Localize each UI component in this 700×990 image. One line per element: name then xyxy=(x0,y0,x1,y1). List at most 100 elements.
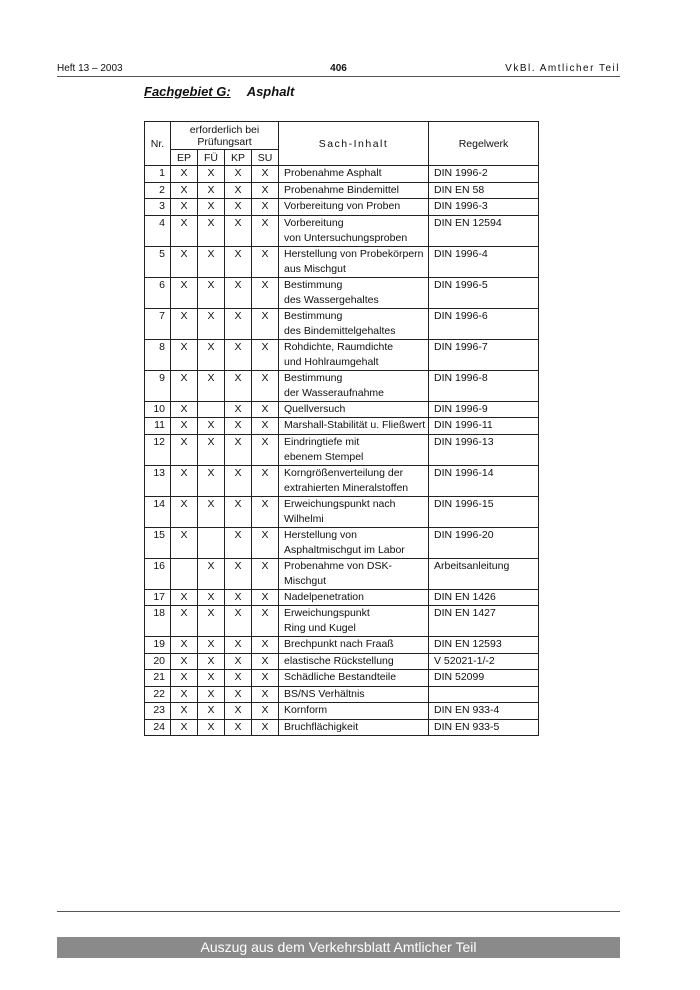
table-row: 6 X X X X Bestimmung des Wassergehaltes DIN 199… xyxy=(144,276,539,309)
cell-kp: X xyxy=(224,433,252,466)
cell-ep: X xyxy=(170,400,198,418)
cell-sach-inhalt: Bruchflächigkeit xyxy=(278,718,429,736)
sach-inhalt-line: Korngrößenverteilung der xyxy=(284,466,404,479)
cell-ep: X xyxy=(170,652,198,670)
table-row: 3 X X X X Vorbereitung von Proben DIN 1996-3 xyxy=(144,198,539,216)
cell-kp: X xyxy=(224,417,252,435)
table-row: 23 X X X X Kornform DIN EN 933-4 xyxy=(144,702,539,720)
cell-kp: X xyxy=(224,669,252,687)
cell-ep: X xyxy=(170,214,198,247)
cell-ep: X xyxy=(170,307,198,340)
cell-su: X xyxy=(251,307,279,340)
cell-ep: X xyxy=(170,338,198,371)
cell-ep: X xyxy=(170,526,198,559)
sach-inhalt-line: Brechpunkt nach Fraaß xyxy=(284,638,394,650)
cell-nr: 18 xyxy=(144,605,171,637)
cell-kp: X xyxy=(224,307,252,340)
sach-inhalt-line: der Wasseraufnahme xyxy=(284,386,384,399)
table-row: 5 X X X X Herstellung von Probekörpern aus Mis… xyxy=(144,245,539,278)
cell-su: X xyxy=(251,245,279,278)
table-row: 2 X X X X Probenahme Bindemittel DIN EN 58 xyxy=(144,181,539,199)
sach-inhalt-line: Probenahme von DSK-Mischgut xyxy=(284,559,392,587)
cell-nr: 16 xyxy=(144,557,171,590)
sach-inhalt-line: Bestimmung xyxy=(284,309,343,322)
cell-regelwerk: DIN EN 933-4 xyxy=(428,702,539,720)
cell-regelwerk: Arbeitsanleitung xyxy=(428,557,539,590)
table-row: 8 X X X X Rohdichte, Raumdichte und Hohlraumge… xyxy=(144,338,539,371)
cell-fu: X xyxy=(197,702,225,720)
cell-ep: X xyxy=(170,718,198,736)
cell-regelwerk: DIN 1996-20 xyxy=(428,526,539,559)
cell-regelwerk: DIN 1996-15 xyxy=(428,495,539,528)
cell-kp: X xyxy=(224,495,252,528)
cell-ep: X xyxy=(170,685,198,703)
cell-nr: 3 xyxy=(144,198,171,216)
header-kp: KP xyxy=(224,149,252,166)
cell-fu: X xyxy=(197,669,225,687)
test-table: Nr. erforderlich bei Prüfungsart Sach-In… xyxy=(144,121,539,736)
cell-nr: 15 xyxy=(144,526,171,559)
cell-su: X xyxy=(251,652,279,670)
cell-sach-inhalt: Schädliche Bestandteile xyxy=(278,669,429,687)
cell-regelwerk: DIN 1996-11 xyxy=(428,417,539,435)
cell-su: X xyxy=(251,495,279,528)
cell-nr: 17 xyxy=(144,588,171,606)
cell-su: X xyxy=(251,526,279,559)
sach-inhalt-line: Probenahme Bindemittel xyxy=(284,183,399,196)
cell-fu: X xyxy=(197,338,225,371)
cell-kp: X xyxy=(224,245,252,278)
cell-su: X xyxy=(251,464,279,497)
sach-inhalt-line: des Bindemittelgehaltes xyxy=(284,324,396,337)
cell-fu: X xyxy=(197,605,225,637)
table-row: 7 X X X X Bestimmung des Bindemittelgehaltes DI… xyxy=(144,307,539,340)
cell-fu: X xyxy=(197,495,225,528)
table-row: 11 X X X X Marshall-Stabilität u. Fließwert DI… xyxy=(144,417,539,435)
sach-inhalt-line: Erweichungspunkt xyxy=(284,607,370,619)
section-heading: Fachgebiet G: Asphalt xyxy=(144,84,294,99)
sach-inhalt-line: Herstellung von Probekörpern xyxy=(284,247,424,260)
cell-nr: 4 xyxy=(144,214,171,247)
cell-sach-inhalt: Bestimmung der Wasseraufnahme xyxy=(278,369,429,402)
cell-nr: 20 xyxy=(144,652,171,670)
cell-fu: X xyxy=(197,464,225,497)
cell-kp: X xyxy=(224,588,252,606)
cell-su: X xyxy=(251,417,279,435)
cell-kp: X xyxy=(224,652,252,670)
cell-su: X xyxy=(251,214,279,247)
cell-regelwerk: DIN 1996-5 xyxy=(428,276,539,309)
cell-nr: 22 xyxy=(144,685,171,703)
cell-fu: X xyxy=(197,588,225,606)
cell-kp: X xyxy=(224,605,252,637)
cell-kp: X xyxy=(224,276,252,309)
cell-ep: X xyxy=(170,245,198,278)
cell-ep: X xyxy=(170,605,198,637)
cell-nr: 5 xyxy=(144,245,171,278)
cell-su: X xyxy=(251,433,279,466)
cell-fu: X xyxy=(197,369,225,402)
cell-su: X xyxy=(251,702,279,720)
cell-sach-inhalt: Quellversuch xyxy=(278,400,429,418)
cell-regelwerk: DIN 1996-2 xyxy=(428,165,539,183)
cell-kp: X xyxy=(224,400,252,418)
cell-sach-inhalt: Brechpunkt nach Fraaß xyxy=(278,636,429,654)
cell-regelwerk: DIN EN 1426 xyxy=(428,588,539,606)
cell-sach-inhalt: Rohdichte, Raumdichte und Hohlraumgehalt xyxy=(278,338,429,371)
cell-su: X xyxy=(251,669,279,687)
cell-regelwerk: DIN EN 58 xyxy=(428,181,539,199)
sach-inhalt-line: Asphaltmischgut im Labor xyxy=(284,543,405,556)
cell-fu xyxy=(197,400,225,418)
cell-sach-inhalt: Nadelpenetration xyxy=(278,588,429,606)
sach-inhalt-line: Ring und Kugel xyxy=(284,622,356,634)
table-row: 22 X X X X BS/NS Verhältnis xyxy=(144,685,539,703)
cell-fu: X xyxy=(197,557,225,590)
cell-kp: X xyxy=(224,636,252,654)
cell-regelwerk: DIN 1996-6 xyxy=(428,307,539,340)
cell-ep: X xyxy=(170,198,198,216)
cell-kp: X xyxy=(224,685,252,703)
cell-nr: 1 xyxy=(144,165,171,183)
header-fu: FÜ xyxy=(197,149,225,166)
table-row: 9 X X X X Bestimmung der Wasseraufnahme DIN 199… xyxy=(144,369,539,402)
sach-inhalt-line: Schädliche Bestandteile xyxy=(284,671,397,683)
table-row: 13 X X X X Korngrößenverteilung der extrahiert… xyxy=(144,464,539,497)
